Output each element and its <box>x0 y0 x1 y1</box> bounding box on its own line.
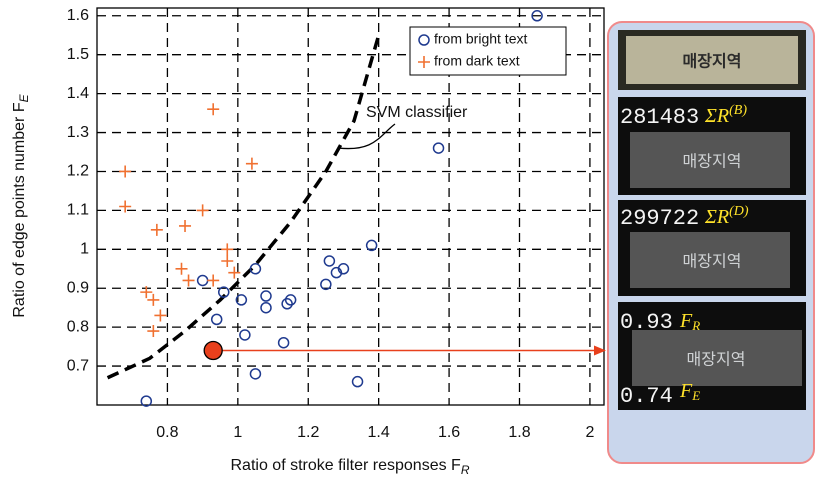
data-point <box>239 329 251 341</box>
data-point <box>245 157 258 170</box>
data-point <box>207 274 220 287</box>
data-point <box>281 298 293 310</box>
data-point <box>154 309 167 322</box>
panel-symbol: FE <box>679 380 700 403</box>
y-axis-label: Ratio of edge points number FE <box>11 93 31 317</box>
y-tick-label: 1.1 <box>67 202 89 219</box>
y-tick-label: 0.8 <box>67 318 89 335</box>
data-point <box>249 263 262 275</box>
x-tick-label: 1 <box>233 424 242 441</box>
data-point <box>221 243 234 256</box>
legend: from bright text from dark text <box>409 26 567 76</box>
data-point <box>260 290 272 302</box>
data-point <box>235 294 248 306</box>
panel-symbol: FR <box>679 310 700 333</box>
legend-label: from dark text <box>434 53 520 69</box>
data-point <box>210 313 223 326</box>
data-point <box>260 301 272 314</box>
data-point <box>207 103 220 116</box>
data-point <box>323 255 336 267</box>
data-point <box>150 223 163 236</box>
y-tick-label: 1.2 <box>67 163 89 180</box>
legend-box <box>409 26 567 76</box>
annotation: SVM classifier <box>366 104 468 121</box>
data-point <box>284 294 297 306</box>
panel-number: 0.74 <box>620 384 673 409</box>
data-point <box>175 262 188 275</box>
x-axis-label: Ratio of stroke filter responses FR <box>231 457 470 477</box>
panel-number: 0.93 <box>620 310 673 335</box>
data-point <box>365 239 378 252</box>
y-tick-label: 0.9 <box>67 279 89 296</box>
data-point <box>218 286 230 298</box>
data-point <box>196 204 209 217</box>
data-point <box>277 336 290 349</box>
data-point <box>196 274 209 287</box>
legend-marker <box>418 34 430 46</box>
x-tick-label: 1.2 <box>297 424 319 441</box>
y-tick-label: 1.4 <box>67 85 89 102</box>
panel-symbol: ΣR(D) <box>704 204 749 227</box>
data-point <box>351 375 364 388</box>
data-point <box>147 325 160 338</box>
y-tick-label: 1.3 <box>67 124 89 141</box>
y-tick-label: 0.7 <box>67 357 89 374</box>
panel-word: 매장지역 <box>687 350 746 369</box>
annotation-leader <box>337 123 396 150</box>
panel-number: 299722 <box>620 206 699 231</box>
data-point <box>140 395 153 407</box>
plot-frame <box>96 7 605 406</box>
data-point <box>179 219 192 232</box>
data-point <box>147 293 160 306</box>
data-point <box>182 274 195 287</box>
panel-word: 매장지역 <box>683 152 742 171</box>
data-point <box>337 263 350 275</box>
data-point <box>249 368 262 380</box>
panel-word: 매장지역 <box>683 252 742 271</box>
y-tick-label: 1.6 <box>67 7 89 24</box>
side-panel: 매장지역 매장지역 281483 ΣR(B) 매장지역 299722 ΣR(D)… <box>607 21 815 464</box>
x-tick-label: 1.8 <box>508 424 530 441</box>
data-point <box>320 278 332 291</box>
y-tick-label: 1.5 <box>67 46 89 63</box>
data-point <box>221 254 234 267</box>
data-point <box>140 286 153 299</box>
legend-label: from bright text <box>434 31 527 47</box>
x-tick-label: 2 <box>585 424 594 441</box>
highlight-point <box>203 340 223 361</box>
panel-word: 매장지역 <box>683 52 742 71</box>
classifier-curve <box>106 34 381 380</box>
x-tick-label: 0.8 <box>156 424 178 441</box>
panel-symbol: ΣR(B) <box>704 103 747 126</box>
data-point <box>432 142 445 154</box>
data-point <box>228 266 241 279</box>
x-tick-label: 1.6 <box>438 424 460 441</box>
panel-number: 281483 <box>620 105 699 130</box>
data-point <box>119 165 132 178</box>
arrow-head <box>594 345 606 356</box>
legend-marker <box>418 56 430 68</box>
y-tick-label: 1 <box>80 241 89 258</box>
data-point <box>119 200 132 213</box>
data-point <box>531 10 543 22</box>
x-tick-label: 1.4 <box>368 424 390 441</box>
